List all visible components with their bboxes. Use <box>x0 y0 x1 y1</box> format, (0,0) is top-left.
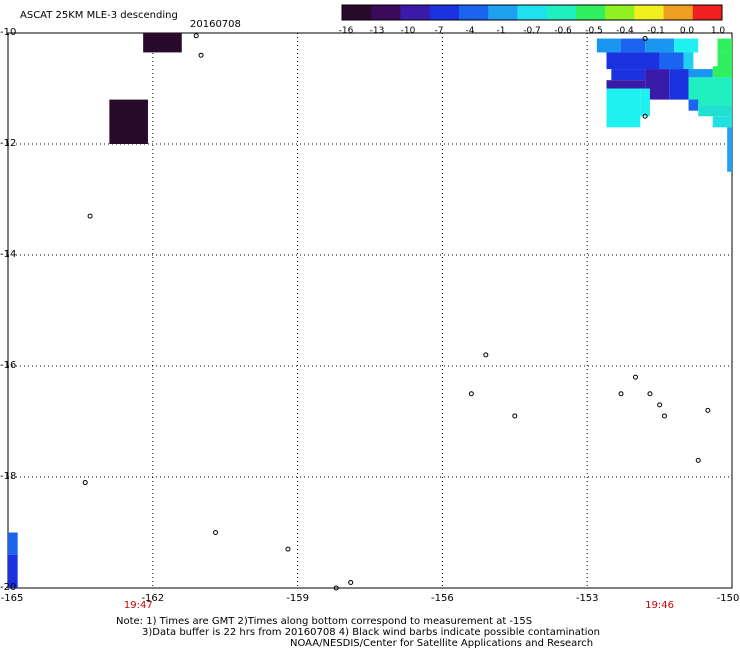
colorbar-swatch <box>546 5 577 20</box>
colorbar-swatch <box>663 5 694 20</box>
wind-cell <box>611 69 646 81</box>
island-outline <box>642 36 648 42</box>
island-outline <box>213 530 219 535</box>
island-outline <box>82 480 88 486</box>
latitude-label: -16 <box>0 360 17 371</box>
note-line-1: Note: 1) Times are GMT 2)Times along bot… <box>116 616 533 627</box>
longitude-label: -165 <box>0 593 24 604</box>
latitude-label: -18 <box>0 471 17 482</box>
colorbar-swatch <box>488 5 518 20</box>
longitude-label: -162 <box>141 593 165 604</box>
colorbar-swatch <box>634 5 665 20</box>
wind-cell <box>683 52 694 70</box>
wind-cell <box>606 80 646 89</box>
wind-cell <box>688 99 699 111</box>
wind-cell <box>8 532 18 555</box>
latitude-label: -20 <box>0 582 17 593</box>
wind-cell <box>640 88 650 117</box>
island-outline <box>695 457 701 463</box>
longitude-label: -153 <box>575 593 599 604</box>
island-outline <box>333 585 339 591</box>
longitude-label: -156 <box>431 593 454 604</box>
wind-cell <box>606 88 641 128</box>
longitude-label: -159 <box>286 593 309 604</box>
colorbar-swatch <box>517 5 548 20</box>
colorbar-label: 1.0 <box>710 26 726 36</box>
island-outlines <box>82 33 711 591</box>
colorbar-swatch <box>575 5 606 20</box>
colorbar-label: -4 <box>465 26 475 36</box>
wind-data-cells <box>8 33 732 588</box>
colorbar-label: -0.4 <box>616 26 634 36</box>
island-outline <box>468 391 474 397</box>
wind-cell <box>109 99 148 144</box>
colorbar-label: -16 <box>338 26 354 36</box>
colorbar-label: 0.0 <box>679 26 695 36</box>
note-line-3: NOAA/NESDIS/Center for Satellite Applica… <box>290 638 594 649</box>
time-label: 19:47 <box>123 600 153 611</box>
island-outline <box>705 407 711 413</box>
colorbar-swatch <box>371 5 401 20</box>
colorbar-swatch <box>400 5 431 20</box>
island-outline <box>618 391 624 397</box>
island-outline <box>632 374 638 380</box>
wind-cell <box>645 38 675 53</box>
longitude-label: -150 <box>716 593 740 604</box>
wind-cell <box>727 127 732 172</box>
island-outline <box>661 413 667 419</box>
colorbar <box>341 4 723 21</box>
latitude-label: -12 <box>0 138 17 149</box>
time-label: 19:46 <box>645 600 675 611</box>
colorbar-label: -1 <box>496 26 506 36</box>
wind-cell <box>669 69 689 100</box>
wind-cell <box>596 38 621 53</box>
island-outline <box>348 579 354 585</box>
wind-cell <box>606 52 660 70</box>
latitude-label: -14 <box>0 249 17 260</box>
note-line-2: 3)Data buffer is 22 hrs from 20160708 4)… <box>142 627 600 638</box>
wind-cell <box>620 38 646 53</box>
map-date: 20160708 <box>190 19 241 30</box>
colorbar-label: -0.5 <box>585 26 603 36</box>
colorbar-swatch <box>429 5 460 20</box>
colorbar-label: -0.6 <box>554 26 572 36</box>
map-frame <box>7 32 733 589</box>
colorbar-label: -7 <box>434 26 444 36</box>
wind-cell <box>717 52 732 70</box>
wind-cell <box>659 52 684 70</box>
island-outline <box>512 413 518 419</box>
wind-cell <box>688 69 713 78</box>
colorbar-label: -0.7 <box>523 26 541 36</box>
wind-cell <box>143 33 182 53</box>
colorbar-label: -0.1 <box>647 26 665 36</box>
island-outline <box>657 402 663 408</box>
colorbar-swatch <box>692 5 723 20</box>
island-outline <box>198 52 204 58</box>
island-outline <box>483 352 489 358</box>
wind-cell <box>674 38 699 53</box>
island-outline <box>285 546 291 552</box>
colorbar-label: -13 <box>369 26 385 36</box>
map-title: ASCAT 25KM MLE-3 descending <box>20 10 178 21</box>
island-outline <box>87 213 93 219</box>
wind-cell <box>712 66 732 78</box>
wind-cell <box>717 38 732 53</box>
island-outline <box>193 33 199 39</box>
colorbar-label: -10 <box>400 26 416 36</box>
colorbar-frame <box>341 4 723 21</box>
island-outline <box>642 113 648 119</box>
island-outline <box>647 391 653 397</box>
wind-cell <box>712 116 732 128</box>
wind-cell <box>8 554 18 588</box>
colorbar-swatch <box>605 5 635 20</box>
colorbar-swatch <box>458 5 489 20</box>
latitude-label: -10 <box>0 27 17 38</box>
wind-cell <box>698 105 732 117</box>
colorbar-swatch <box>342 5 372 20</box>
